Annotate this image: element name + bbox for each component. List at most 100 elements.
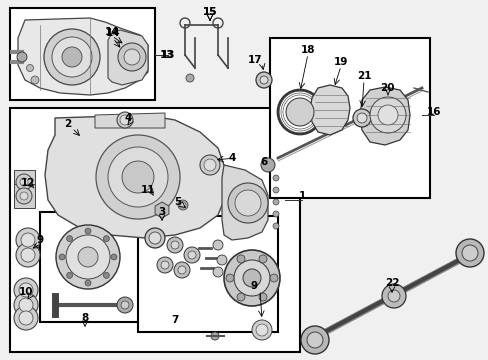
Circle shape: [121, 301, 129, 309]
Circle shape: [171, 241, 179, 249]
Circle shape: [237, 255, 244, 263]
Text: 14: 14: [105, 28, 120, 38]
Circle shape: [251, 320, 271, 340]
Text: 16: 16: [426, 107, 440, 117]
Circle shape: [117, 297, 133, 313]
Circle shape: [16, 188, 32, 204]
Polygon shape: [45, 115, 224, 238]
Text: 4: 4: [228, 153, 235, 163]
Circle shape: [21, 248, 35, 262]
Polygon shape: [18, 18, 148, 95]
Circle shape: [174, 262, 190, 278]
Text: 9: 9: [37, 235, 43, 245]
Circle shape: [17, 52, 27, 62]
Circle shape: [85, 280, 91, 286]
Circle shape: [59, 254, 65, 260]
Circle shape: [260, 76, 267, 84]
Text: 17: 17: [247, 55, 262, 65]
Circle shape: [272, 175, 279, 181]
Circle shape: [369, 97, 405, 133]
Circle shape: [66, 235, 72, 242]
Circle shape: [26, 64, 34, 72]
Polygon shape: [222, 165, 267, 240]
Circle shape: [19, 311, 33, 325]
Circle shape: [85, 228, 91, 234]
Text: 13: 13: [161, 50, 175, 60]
Circle shape: [227, 183, 267, 223]
Circle shape: [237, 293, 244, 301]
Circle shape: [96, 135, 180, 219]
Circle shape: [352, 109, 370, 127]
Circle shape: [269, 274, 278, 282]
Circle shape: [256, 72, 271, 88]
Circle shape: [213, 267, 223, 277]
Circle shape: [183, 247, 200, 263]
Circle shape: [21, 233, 35, 247]
Circle shape: [66, 273, 72, 278]
Circle shape: [14, 278, 38, 302]
Text: 14: 14: [104, 27, 119, 37]
Text: 20: 20: [379, 83, 393, 93]
Circle shape: [224, 250, 280, 306]
Circle shape: [20, 178, 28, 186]
Polygon shape: [359, 87, 409, 145]
Circle shape: [377, 105, 397, 125]
Circle shape: [118, 43, 146, 71]
Circle shape: [217, 255, 226, 265]
Circle shape: [14, 293, 38, 317]
Circle shape: [272, 199, 279, 205]
Circle shape: [203, 159, 216, 171]
Polygon shape: [309, 85, 349, 135]
Circle shape: [285, 98, 313, 126]
Text: 9: 9: [250, 281, 257, 291]
Polygon shape: [108, 30, 148, 85]
Circle shape: [272, 211, 279, 217]
Circle shape: [272, 223, 279, 229]
Circle shape: [52, 37, 92, 77]
Text: 15: 15: [203, 7, 217, 17]
Circle shape: [200, 155, 220, 175]
Circle shape: [111, 254, 117, 260]
Bar: [269, 38, 429, 198]
Circle shape: [66, 235, 110, 279]
Text: 19: 19: [333, 57, 347, 67]
Polygon shape: [95, 113, 164, 128]
Polygon shape: [155, 202, 168, 218]
Circle shape: [235, 190, 261, 216]
Circle shape: [213, 240, 223, 250]
Circle shape: [145, 228, 164, 248]
Circle shape: [122, 161, 154, 193]
Circle shape: [261, 158, 274, 172]
Text: 15: 15: [203, 7, 217, 17]
Circle shape: [381, 284, 405, 308]
Circle shape: [16, 174, 32, 190]
Circle shape: [272, 187, 279, 193]
Circle shape: [225, 274, 234, 282]
Circle shape: [259, 255, 266, 263]
Circle shape: [461, 245, 477, 261]
Text: 12: 12: [20, 178, 35, 188]
Text: 7: 7: [171, 315, 178, 325]
Circle shape: [387, 290, 399, 302]
Text: 2: 2: [64, 119, 71, 129]
Text: 3: 3: [158, 207, 165, 217]
Circle shape: [78, 247, 98, 267]
Text: 4: 4: [124, 113, 131, 123]
Circle shape: [167, 237, 183, 253]
Text: 6: 6: [260, 157, 267, 167]
Circle shape: [14, 306, 38, 330]
Text: 10: 10: [19, 287, 33, 297]
Circle shape: [256, 324, 267, 336]
Circle shape: [180, 202, 185, 208]
Circle shape: [157, 257, 173, 273]
Text: 13: 13: [160, 50, 174, 60]
Circle shape: [103, 235, 109, 242]
Polygon shape: [14, 184, 35, 208]
Text: 5: 5: [174, 197, 181, 207]
Circle shape: [20, 192, 28, 200]
Circle shape: [103, 273, 109, 278]
Circle shape: [161, 261, 169, 269]
Circle shape: [243, 269, 261, 287]
Text: 11: 11: [141, 185, 155, 195]
Circle shape: [120, 115, 130, 125]
